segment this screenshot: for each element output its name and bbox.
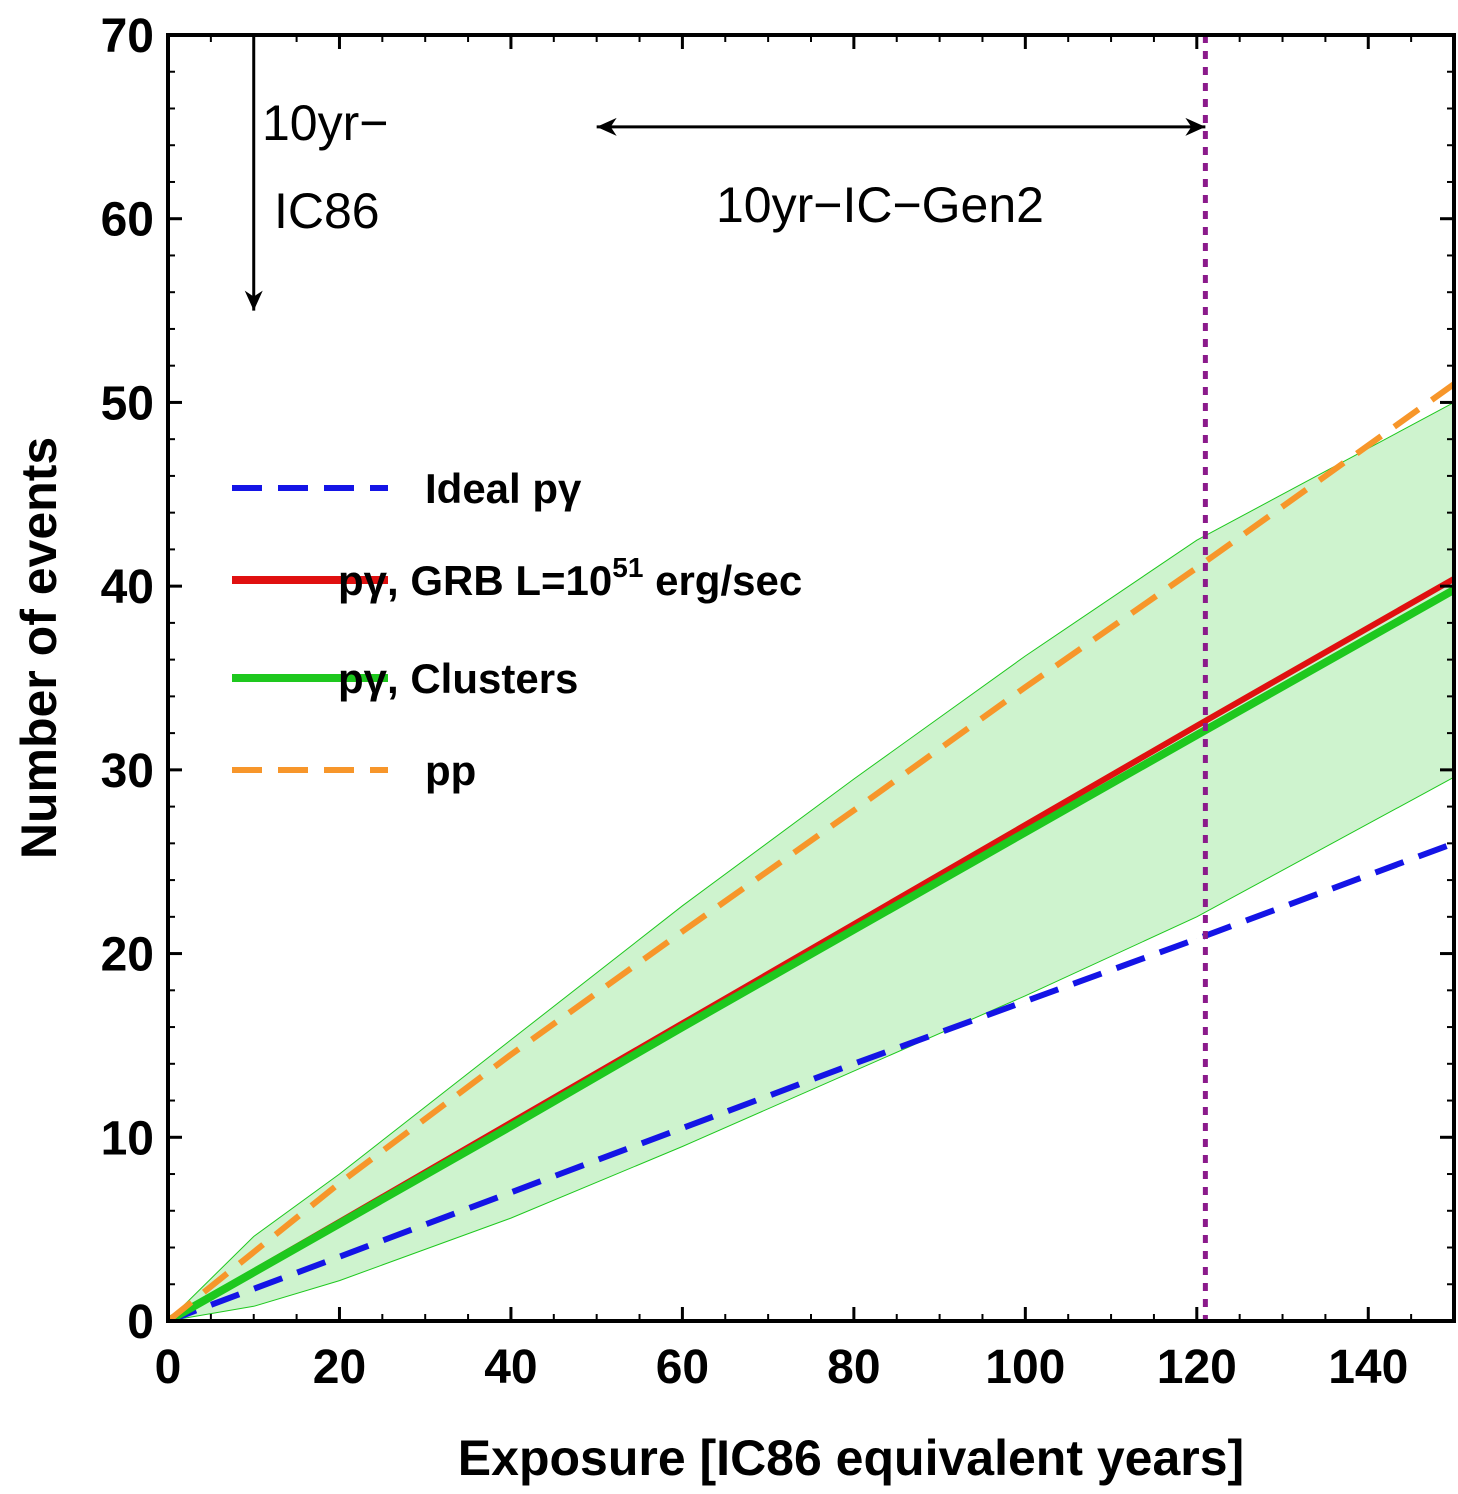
y-tick-label: 20 <box>101 929 154 982</box>
legend-label-3: pp <box>425 747 476 794</box>
legend-label-1: pγ, GRB L=1051 erg/sec <box>338 552 802 604</box>
legend: Ideal pγ pγ, GRB L=1051 erg/sec pγ, Cluste… <box>232 465 802 794</box>
legend-label-0: Ideal pγ <box>425 465 582 512</box>
x-tick-label: 140 <box>1328 1341 1408 1394</box>
series-line-0 <box>168 840 1454 1321</box>
x-tick-label: 0 <box>155 1341 182 1394</box>
x-tick-label: 80 <box>827 1341 880 1394</box>
x-tick-label: 120 <box>1157 1341 1237 1394</box>
y-tick-label: 50 <box>101 377 154 430</box>
ic86-label-line2: IC86 <box>274 183 380 239</box>
y-tick-label: 0 <box>127 1296 154 1349</box>
y-tick-label: 30 <box>101 745 154 798</box>
y-tick-label: 70 <box>101 10 154 63</box>
ic86-label-line1: 10yr− <box>262 95 388 151</box>
y-tick-label: 10 <box>101 1112 154 1165</box>
series-line-2 <box>168 586 1454 1321</box>
x-axis-title: Exposure [IC86 equivalent years] <box>458 1430 1244 1486</box>
series-line-3 <box>168 381 1454 1321</box>
x-tick-label: 40 <box>484 1341 537 1394</box>
y-tick-label: 60 <box>101 194 154 247</box>
x-tick-label: 60 <box>656 1341 709 1394</box>
y-tick-label: 40 <box>101 561 154 614</box>
legend-label-2: pγ, Clusters <box>338 655 578 702</box>
y-axis-title: Number of events <box>11 437 67 859</box>
x-tick-label: 100 <box>985 1341 1065 1394</box>
uncertainty-band <box>168 401 1454 1321</box>
x-tick-label: 20 <box>313 1341 366 1394</box>
gen2-label: 10yr−IC−Gen2 <box>716 177 1044 233</box>
